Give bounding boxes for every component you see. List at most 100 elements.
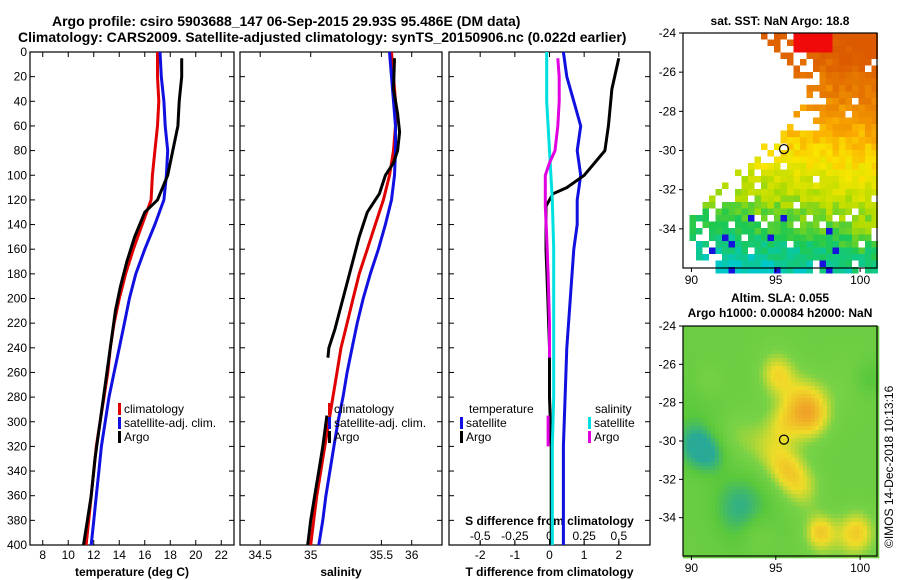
sla-cell xyxy=(767,330,772,335)
sla-cell xyxy=(787,494,792,499)
sla-cell xyxy=(871,410,876,415)
sla-cell xyxy=(803,514,808,519)
sla-cell xyxy=(747,538,752,543)
sla-cell xyxy=(763,522,768,527)
sst-cell xyxy=(871,85,878,92)
sla-cell xyxy=(819,510,824,515)
sst-cell xyxy=(871,182,878,189)
sla-cell xyxy=(691,502,696,507)
sla-cell xyxy=(719,526,724,531)
sla-cell xyxy=(683,406,688,411)
sla-cell xyxy=(707,382,712,387)
sla-cell xyxy=(871,462,876,467)
sla-cell xyxy=(787,510,792,515)
sla-cell xyxy=(851,326,856,331)
sla-cell xyxy=(843,334,848,339)
sla-cell xyxy=(831,378,836,383)
sla-cell xyxy=(799,502,804,507)
sst-cell xyxy=(813,169,820,176)
sla-cell xyxy=(747,470,752,475)
sla-cell xyxy=(839,374,844,379)
sla-cell xyxy=(683,470,688,475)
sla-cell xyxy=(867,538,872,543)
sst-cell xyxy=(780,215,787,222)
sla-cell xyxy=(815,338,820,343)
sla-cell xyxy=(759,398,764,403)
sla-cell xyxy=(819,330,824,335)
sst-cell xyxy=(787,202,794,209)
sla-cell xyxy=(803,350,808,355)
sst-cell xyxy=(839,111,846,118)
sla-cell xyxy=(767,390,772,395)
sst-cell xyxy=(728,241,735,248)
sla-cell xyxy=(831,462,836,467)
sst-cell xyxy=(800,208,807,215)
sst-cell xyxy=(793,143,800,150)
sla-cell xyxy=(755,530,760,535)
sla-cell xyxy=(831,362,836,367)
sla-cell xyxy=(843,550,848,555)
sst-cell xyxy=(793,234,800,241)
sla-cell xyxy=(751,402,756,407)
sla-cell xyxy=(759,506,764,511)
sst-cell xyxy=(832,241,839,248)
sla-cell xyxy=(703,338,708,343)
sla-cell xyxy=(747,414,752,419)
sst-cell xyxy=(845,182,852,189)
sla-cell xyxy=(767,506,772,511)
sla-cell xyxy=(843,346,848,351)
sla-cell xyxy=(715,534,720,539)
sla-cell xyxy=(807,534,812,539)
sla-cell xyxy=(843,534,848,539)
sla-cell xyxy=(867,506,872,511)
sla-cell xyxy=(687,466,692,471)
sla-cell xyxy=(863,550,868,555)
sla-cell xyxy=(763,362,768,367)
sla-cell xyxy=(803,406,808,411)
sst-cell xyxy=(858,39,865,46)
sla-cell xyxy=(691,450,696,455)
sla-cell xyxy=(759,418,764,423)
sla-cell xyxy=(763,462,768,467)
sla-cell xyxy=(723,374,728,379)
x-tick-label: 12 xyxy=(87,548,101,562)
sla-cell xyxy=(787,378,792,383)
sst-cell xyxy=(832,59,839,66)
sla-cell xyxy=(703,326,708,331)
sla-cell xyxy=(723,538,728,543)
sla-cell xyxy=(727,334,732,339)
sla-cell xyxy=(751,350,756,355)
sla-cell xyxy=(803,482,808,487)
sla-cell xyxy=(695,454,700,459)
sla-cell xyxy=(727,354,732,359)
sla-cell xyxy=(859,518,864,523)
map-y-tick-label: -32 xyxy=(659,183,677,197)
sla-cell xyxy=(859,346,864,351)
sla-cell xyxy=(811,550,816,555)
sla-cell xyxy=(775,326,780,331)
sla-cell xyxy=(823,350,828,355)
sla-cell xyxy=(747,358,752,363)
sla-cell xyxy=(735,498,740,503)
sla-cell xyxy=(863,410,868,415)
sla-cell xyxy=(723,422,728,427)
sst-cell xyxy=(761,241,768,248)
sla-cell xyxy=(731,334,736,339)
sla-cell xyxy=(819,406,824,411)
sla-cell xyxy=(783,530,788,535)
sla-cell xyxy=(867,458,872,463)
sla-cell xyxy=(787,478,792,483)
sla-cell xyxy=(839,434,844,439)
sla-cell xyxy=(743,326,748,331)
sst-cell xyxy=(826,221,833,228)
sla-cell xyxy=(763,386,768,391)
sla-cell xyxy=(807,466,812,471)
sst-cell xyxy=(800,137,807,144)
sla-cell xyxy=(803,434,808,439)
map-x-tick-label: 95 xyxy=(769,273,783,287)
sla-cell xyxy=(871,534,876,539)
sla-cell xyxy=(835,350,840,355)
sst-cell xyxy=(761,267,768,274)
sst-cell xyxy=(793,130,800,137)
